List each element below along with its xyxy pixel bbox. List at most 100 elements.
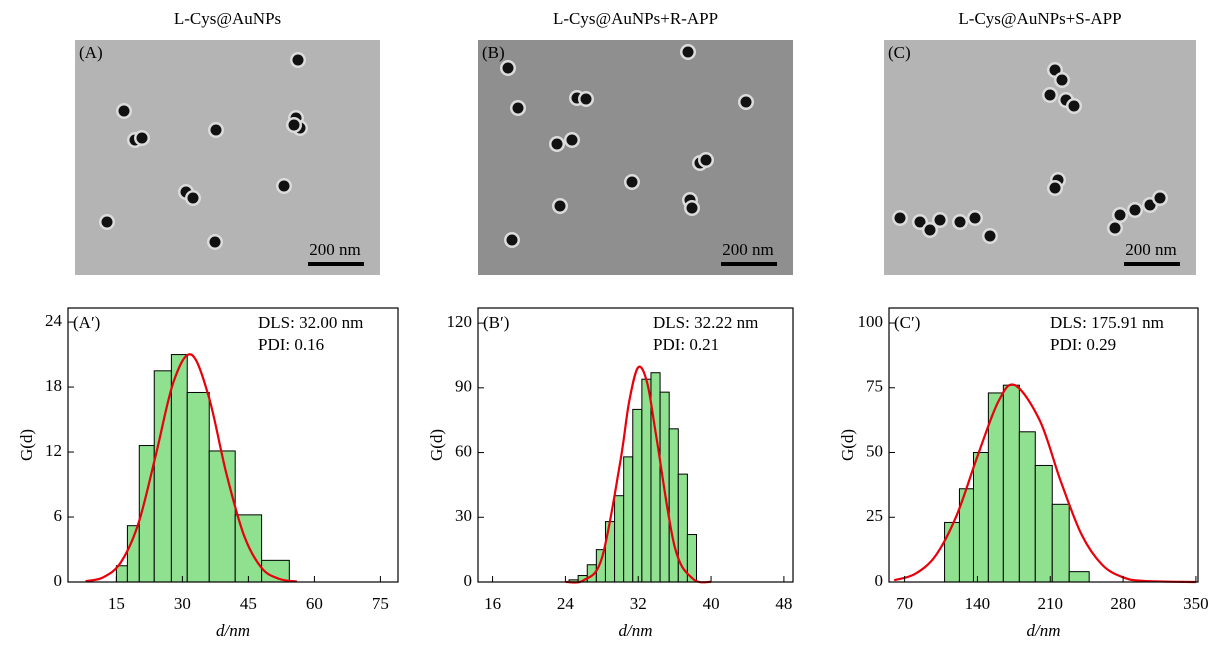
particle (1068, 100, 1080, 112)
x-axis-label: d/nm (619, 621, 653, 640)
particle (292, 54, 304, 66)
particle (686, 202, 698, 214)
tem-image (75, 40, 380, 275)
annotation: PDI: 0.16 (258, 335, 324, 354)
scale-bar-label: 200 nm (1125, 240, 1176, 259)
panel-label: (B′) (483, 313, 509, 332)
x-tick-label: 40 (703, 594, 720, 613)
y-tick-label: 24 (45, 311, 63, 330)
x-axis-label: d/nm (216, 621, 250, 640)
histogram-panel: 70 140 210 280 350 0 25 50 75 100 d/nm G(d) (C′) DLS:… (838, 307, 1209, 640)
particle (1114, 209, 1126, 221)
y-axis-label: G(d) (838, 429, 857, 461)
annotation: DLS: 32.00 nm (258, 313, 363, 332)
x-tick-label: 30 (174, 594, 191, 613)
y-tick-label: 25 (866, 506, 883, 525)
particle (566, 134, 578, 146)
particle (101, 216, 113, 228)
particle (1109, 222, 1121, 234)
particle (288, 119, 300, 131)
histogram-bar (650, 372, 661, 583)
tem-image (884, 40, 1196, 275)
x-tick-label: 210 (1038, 594, 1064, 613)
histogram-bar (208, 450, 236, 583)
x-tick-label: 140 (965, 594, 991, 613)
particle (700, 154, 712, 166)
histogram-bar (1002, 384, 1020, 583)
particle (924, 224, 936, 236)
histogram-bar (115, 565, 128, 583)
particle (1144, 199, 1156, 211)
particle (954, 216, 966, 228)
scale-bar (721, 262, 777, 266)
y-tick-label: 0 (875, 571, 884, 590)
panel-title: L-Cys@AuNPs+R-APP (553, 9, 718, 28)
x-tick-label: 350 (1183, 594, 1209, 613)
particle (210, 124, 222, 136)
particle (209, 236, 221, 248)
annotation: DLS: 32.22 nm (653, 313, 758, 332)
y-tick-label: 60 (455, 441, 472, 460)
y-tick-label: 120 (447, 312, 473, 331)
histogram-bar (632, 408, 643, 583)
x-tick-label: 280 (1110, 594, 1136, 613)
annotation: PDI: 0.21 (653, 335, 719, 354)
plot-frame (888, 307, 1199, 583)
particle (502, 62, 514, 74)
x-tick-label: 60 (306, 594, 323, 613)
y-tick-label: 90 (455, 377, 472, 396)
y-tick-label: 6 (54, 506, 63, 525)
particle (1056, 74, 1068, 86)
histogram-bar (1034, 464, 1053, 583)
histogram-bar (1018, 431, 1036, 583)
y-tick-label: 100 (858, 312, 884, 331)
particle (187, 192, 199, 204)
annotation: DLS: 175.91 nm (1050, 313, 1164, 332)
x-tick-label: 24 (557, 594, 575, 613)
histogram-bar (972, 452, 989, 583)
histogram-panel: 15 30 45 60 75 0 6 12 18 24 d/nm G(d) (A′) DLS: 32.00… (17, 307, 399, 640)
histogram-bar (1068, 571, 1090, 583)
scale-bar-label: 200 nm (309, 240, 360, 259)
particle (914, 216, 926, 228)
particle (1129, 204, 1141, 216)
panel-title: L-Cys@AuNPs (174, 9, 281, 28)
particle (118, 105, 130, 117)
particle (626, 176, 638, 188)
panel-label: (A′) (73, 313, 100, 332)
particle (278, 180, 290, 192)
y-tick-label: 0 (464, 571, 473, 590)
histogram-bar (126, 525, 140, 583)
y-tick-label: 30 (455, 506, 472, 525)
panel-label: (B) (482, 43, 505, 62)
particle (551, 138, 563, 150)
x-tick-label: 45 (240, 594, 257, 613)
x-tick-label: 15 (108, 594, 125, 613)
histogram-bar (595, 549, 606, 583)
particle (506, 234, 518, 246)
histogram-bar (668, 428, 679, 583)
fit-curve (893, 383, 1196, 584)
scale-bar-label: 200 nm (722, 240, 773, 259)
x-axis-label: d/nm (1027, 621, 1061, 640)
particle (984, 230, 996, 242)
y-tick-label: 75 (866, 377, 883, 396)
particle (512, 102, 524, 114)
x-tick-label: 70 (896, 594, 913, 613)
x-tick-label: 48 (775, 594, 792, 613)
fit-curve (565, 365, 712, 584)
y-tick-label: 50 (866, 441, 883, 460)
plot-frame (477, 307, 794, 583)
particle (554, 200, 566, 212)
histogram-bar (1051, 503, 1070, 583)
fit-curve (85, 353, 297, 583)
particle (1049, 64, 1061, 76)
panel-label: (C′) (894, 313, 920, 332)
tem-image (478, 40, 793, 275)
histogram-bar (944, 521, 960, 583)
x-tick-label: 16 (484, 594, 501, 613)
histogram-bar (170, 354, 188, 583)
panel-label: (C) (888, 43, 911, 62)
scale-bar (1124, 262, 1180, 266)
